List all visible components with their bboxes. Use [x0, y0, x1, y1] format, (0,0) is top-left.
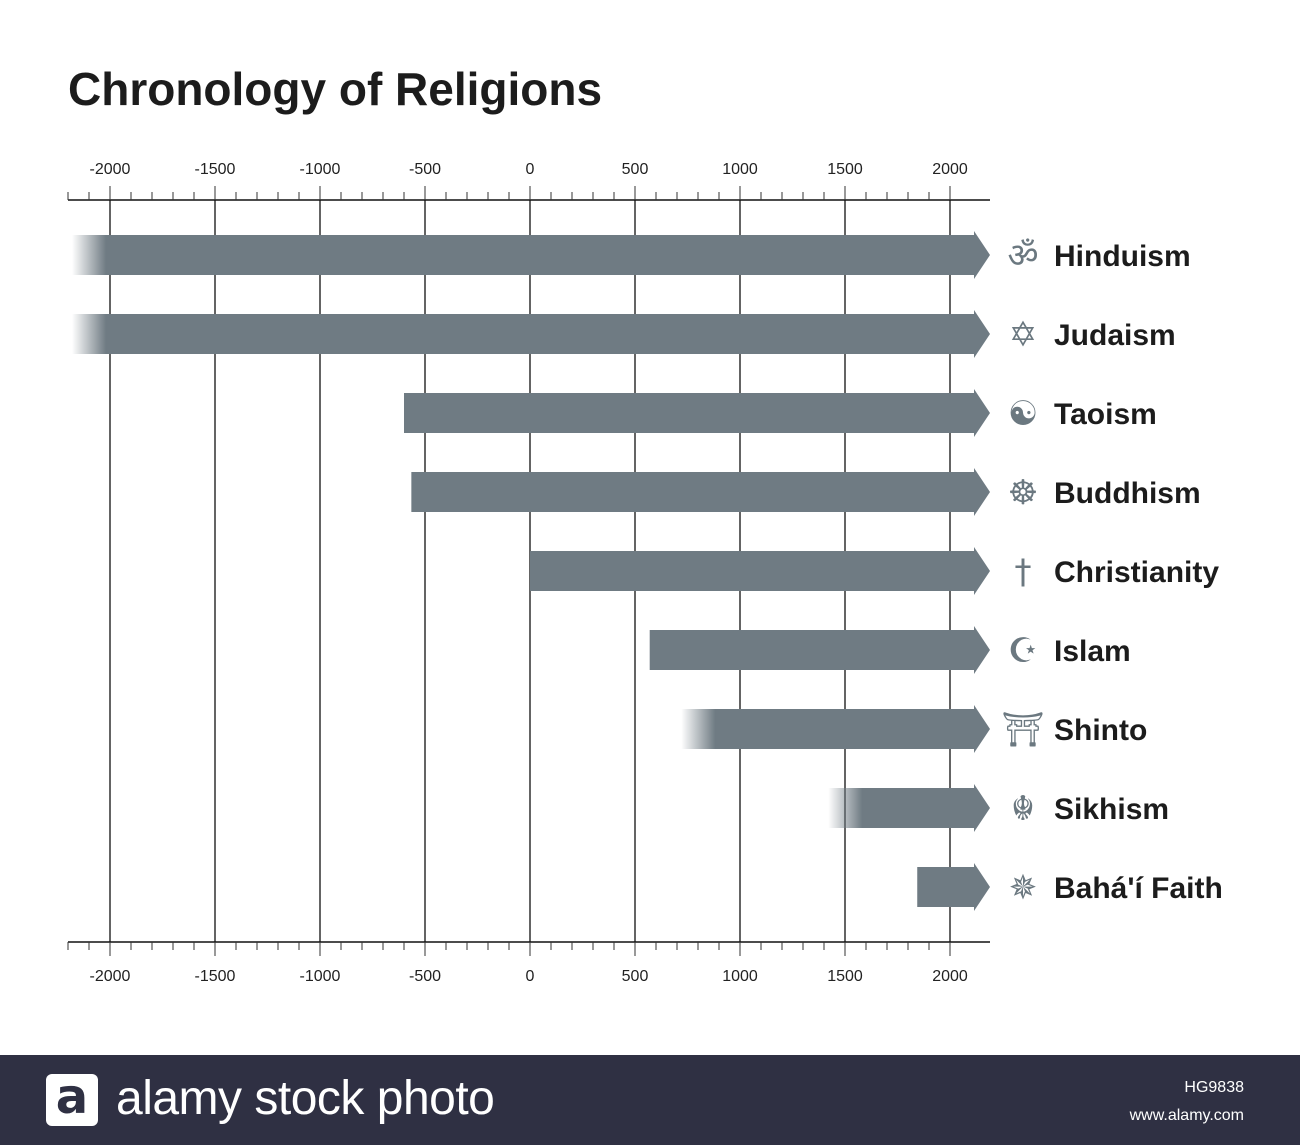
footer-brand: alamy stock photo	[116, 1072, 495, 1125]
top-tick-label: 500	[622, 161, 649, 178]
bottom-tick-label: 0	[526, 968, 535, 985]
stock-photo-footer: a alamy stock photo HG9838 www.alamy.com	[0, 1055, 1300, 1145]
top-tick-label: 1000	[722, 161, 758, 178]
religion-label: Bahá'í Faith	[1054, 872, 1223, 905]
footer-url: www.alamy.com	[1129, 1107, 1244, 1124]
bar-hinduism	[72, 231, 990, 279]
religion-label: Hinduism	[1054, 240, 1191, 273]
religion-label: Taoism	[1054, 398, 1157, 431]
religion-label: Buddhism	[1054, 477, 1201, 510]
religion-label: Judaism	[1054, 319, 1176, 352]
bar-judaism	[72, 310, 990, 358]
chart-title: Chronology of Religions	[68, 63, 602, 115]
religion-labels: ॐ Hinduism ✡ Judaism ☯ Taoism ☸ Buddhism † Christ…	[1001, 236, 1222, 908]
bar-taoism	[404, 389, 990, 437]
religion-label: Islam	[1054, 635, 1131, 668]
bottom-tick-label: -500	[409, 968, 441, 985]
time-axes: -2000 -2000 -1500 -1500 -1000 -1000 -500 -500 0 0…	[67, 161, 990, 985]
crescent-star-icon: ☪	[1008, 631, 1038, 671]
star-of-david-icon: ✡	[1009, 315, 1038, 355]
bottom-tick-label: -1500	[195, 968, 236, 985]
cross-icon: †	[1015, 552, 1032, 592]
religion-label: Christianity	[1054, 556, 1219, 589]
om-icon: ॐ	[1007, 236, 1038, 276]
bar-sikhism	[828, 784, 990, 832]
bar-buddhism	[411, 468, 991, 516]
bottom-tick-label: -2000	[90, 968, 131, 985]
bottom-tick-label: -1000	[300, 968, 341, 985]
bottom-tick-label: 1000	[722, 968, 758, 985]
top-tick-label: -1000	[300, 161, 341, 178]
image-code: HG9838	[1184, 1079, 1244, 1096]
bottom-tick-label: 1500	[827, 968, 863, 985]
religion-bars	[72, 231, 991, 911]
nine-star-icon: ✵	[1009, 868, 1038, 908]
bar-islam	[649, 626, 990, 674]
bar-bah-faith	[917, 863, 990, 911]
yin-yang-icon: ☯	[1008, 394, 1038, 434]
alamy-logo-icon: a	[46, 1073, 98, 1126]
bar-christianity	[530, 547, 990, 595]
top-tick-label: -500	[409, 161, 441, 178]
religion-chronology-chart: Chronology of Religions -2000-2000-1500-…	[67, 63, 1223, 985]
bottom-tick-label: 500	[622, 968, 649, 985]
khanda-icon: ☬	[1011, 789, 1035, 829]
torii-icon: ⛩	[1001, 710, 1044, 750]
dharma-wheel-icon: ☸	[1008, 473, 1038, 513]
top-tick-label: 1500	[827, 161, 863, 178]
bar-shinto	[681, 705, 990, 753]
top-tick-label: -1500	[195, 161, 236, 178]
religion-label: Sikhism	[1054, 793, 1169, 826]
top-tick-label: -2000	[90, 161, 131, 178]
top-tick-label: 2000	[932, 161, 968, 178]
religion-label: Shinto	[1054, 714, 1147, 747]
bottom-tick-label: 2000	[932, 968, 968, 985]
top-tick-label: 0	[526, 161, 535, 178]
